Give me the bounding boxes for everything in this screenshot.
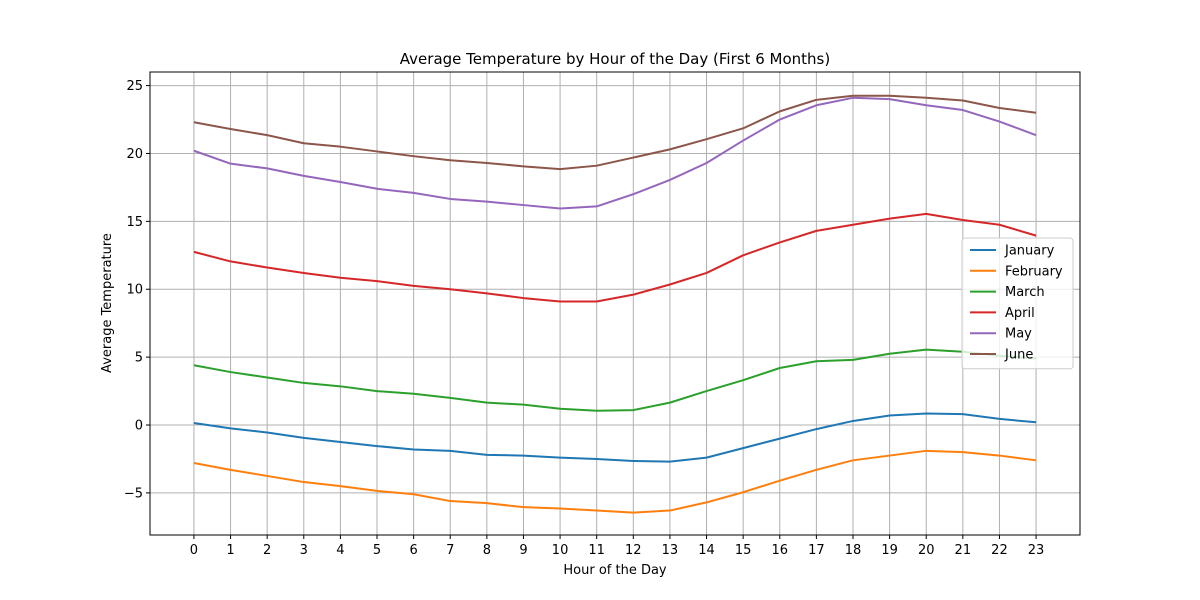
- legend-label: May: [1005, 327, 1032, 342]
- legend-label: January: [1004, 244, 1055, 259]
- x-tick-label: 19: [881, 543, 898, 558]
- y-tick-label: 20: [126, 147, 143, 162]
- x-tick-label: 0: [190, 543, 198, 558]
- x-tick-label: 12: [625, 543, 642, 558]
- x-tick-label: 6: [409, 543, 417, 558]
- y-axis-title: Average Temperature: [100, 233, 115, 373]
- y-axis-ticks: −5 0 5 10 15 20 25: [124, 79, 150, 501]
- plot-area-frame: [149, 71, 1081, 536]
- y-tick-label: 10: [126, 283, 143, 298]
- series-line-may: [193, 96, 1037, 210]
- x-tick-label: 22: [991, 543, 1008, 558]
- series-line-april: [193, 212, 1037, 303]
- x-tick-label: 11: [588, 543, 605, 558]
- x-tick-label: 1: [226, 543, 234, 558]
- series-line-february: [193, 449, 1037, 514]
- x-tick-label: 13: [662, 543, 679, 558]
- legend-item: January: [970, 244, 1055, 259]
- legend-item: May: [970, 327, 1032, 342]
- y-tick-label: −5: [124, 486, 143, 501]
- legend-label: June: [1004, 348, 1033, 363]
- x-tick-label: 14: [698, 543, 715, 558]
- series-lines: [193, 94, 1037, 514]
- x-tick-label: 23: [1028, 543, 1045, 558]
- chart-title: Average Temperature by Hour of the Day (…: [400, 50, 830, 68]
- series-line-june: [193, 94, 1037, 171]
- x-tick-label: 10: [552, 543, 569, 558]
- legend-label: February: [1005, 264, 1063, 279]
- x-tick-label: 20: [918, 543, 935, 558]
- y-tick-label: 15: [126, 215, 143, 230]
- x-tick-label: 2: [263, 543, 271, 558]
- grid: [150, 72, 1080, 535]
- legend-label: April: [1005, 306, 1035, 321]
- x-tick-label: 8: [483, 543, 491, 558]
- x-tick-label: 3: [300, 543, 308, 558]
- x-axis-ticks: 0 1 2 3 4 5 6 7 8 9 10 11 12 13 14 15 16 17 18 19 20 21 22 23: [190, 535, 1045, 558]
- x-tick-label: 4: [336, 543, 344, 558]
- y-tick-label: 0: [135, 419, 143, 434]
- series-line-january: [193, 412, 1037, 463]
- series-line-march: [193, 348, 1037, 412]
- legend-item: June: [970, 348, 1033, 363]
- legend-item: April: [970, 306, 1035, 321]
- legend-item: March: [970, 285, 1045, 300]
- x-tick-label: 21: [955, 543, 972, 558]
- x-tick-label: 15: [735, 543, 752, 558]
- legend-label: March: [1005, 285, 1045, 300]
- x-tick-label: 18: [845, 543, 862, 558]
- x-tick-label: 17: [808, 543, 825, 558]
- legend: January February March April May June: [961, 237, 1074, 370]
- x-tick-label: 16: [771, 543, 788, 558]
- x-tick-label: 5: [373, 543, 381, 558]
- x-tick-label: 9: [519, 543, 527, 558]
- x-tick-label: 7: [446, 543, 454, 558]
- y-tick-label: 25: [126, 79, 143, 94]
- legend-item: February: [970, 264, 1063, 279]
- x-axis-title: Hour of the Day: [563, 563, 667, 578]
- y-tick-label: 5: [135, 351, 143, 366]
